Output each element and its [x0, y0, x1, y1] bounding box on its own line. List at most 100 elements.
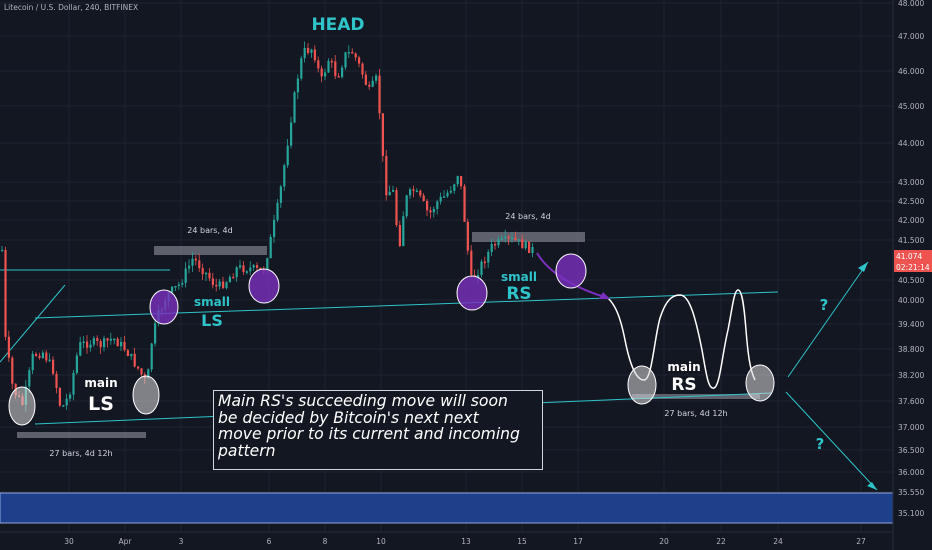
candle-body	[368, 84, 371, 87]
candle-body	[116, 338, 119, 347]
candlesticks	[1, 41, 534, 412]
candle-body	[228, 276, 231, 283]
time-tick: 24	[773, 537, 783, 546]
candle-body	[497, 239, 500, 246]
range-right-bottom-label: 27 bars, 4d 12h	[664, 409, 727, 418]
candle-body	[222, 281, 225, 289]
candle-body	[371, 80, 374, 87]
annotation-note: Main RS's succeeding move will soon be d…	[213, 390, 543, 470]
candle-body	[38, 355, 41, 358]
candle-body	[286, 145, 289, 166]
time-tick: 20	[659, 537, 669, 546]
candle-body	[177, 284, 180, 287]
candle-body	[528, 241, 531, 253]
range-left-bottom-label: 27 bars, 4d 12h	[49, 449, 112, 458]
candle-body	[188, 265, 191, 269]
candle-body	[62, 405, 65, 407]
candle-body	[477, 274, 480, 278]
candle-body	[150, 343, 153, 370]
candle-body	[310, 49, 313, 53]
candle-body	[7, 336, 10, 358]
candle-body	[133, 353, 136, 367]
candle-body	[198, 260, 201, 269]
candle-body	[449, 190, 452, 193]
candle-body	[303, 47, 306, 59]
candle-body	[521, 239, 524, 249]
candle-body	[490, 243, 493, 252]
time-tick: 27	[856, 537, 866, 546]
candle-body	[279, 186, 282, 203]
candle-body	[317, 60, 320, 69]
small-rs-word: small	[501, 270, 537, 284]
note-line-3: move prior to its current and incoming	[218, 425, 520, 443]
price-tick: 39.400	[898, 320, 924, 329]
candle-body	[296, 78, 299, 93]
candle-body	[337, 76, 340, 78]
candle-body	[487, 251, 490, 263]
candle-body	[154, 323, 157, 344]
price-tick: 48.000	[898, 0, 924, 8]
candle-body	[300, 58, 303, 79]
time-tick: 6	[267, 537, 272, 546]
note-line-1: Main RS's succeeding move will soon	[218, 392, 508, 410]
candle-body	[480, 261, 483, 275]
candle-body	[89, 344, 92, 348]
price-axis[interactable]	[893, 0, 932, 550]
candle-body	[453, 184, 456, 191]
candle-body	[45, 352, 48, 361]
candle-body	[174, 286, 177, 288]
small-ls-label: LS	[201, 311, 223, 330]
price-tick: 36.000	[898, 468, 924, 477]
candle-body	[358, 57, 361, 64]
note-line-2: be decided by Bitcoin's next next	[218, 408, 479, 427]
candle-body	[106, 338, 109, 341]
range-left-top-label: 24 bars, 4d	[187, 226, 232, 235]
question-up: ?	[820, 296, 829, 314]
candle-body	[361, 63, 364, 75]
candle-body	[140, 368, 143, 375]
candle-body	[436, 201, 439, 209]
candle-body	[72, 372, 75, 395]
candle-body	[375, 75, 378, 81]
candle-body	[273, 220, 276, 237]
candle-body	[218, 281, 221, 287]
candle-body	[283, 165, 286, 187]
candle-body	[225, 282, 228, 289]
candle-body	[48, 359, 51, 362]
candle-body	[517, 239, 520, 241]
time-tick: 15	[517, 537, 527, 546]
price-tick: 38.200	[898, 371, 924, 380]
candle-body	[429, 210, 432, 213]
candle-body	[470, 250, 473, 275]
candle-body	[123, 341, 126, 351]
candle-body	[211, 278, 214, 285]
head-label: HEAD	[311, 15, 364, 35]
candle-body	[181, 282, 184, 285]
candle-body	[351, 52, 354, 54]
candle-body	[113, 338, 116, 341]
highlight-circles	[8, 253, 775, 426]
candle-body	[364, 74, 367, 85]
candle-body	[385, 155, 388, 196]
range-right-top-label: 24 bars, 4d	[505, 212, 550, 221]
support-zone	[0, 492, 894, 524]
candle-body	[11, 357, 14, 384]
candle-body	[514, 237, 517, 241]
candle-body	[395, 190, 398, 226]
candle-body	[415, 190, 418, 193]
candle-body	[259, 267, 262, 270]
price-tick: 41.500	[898, 236, 924, 245]
candle-body	[330, 60, 333, 63]
price-tick: 44.000	[898, 139, 924, 148]
time-tick: 13	[461, 537, 471, 546]
candle-body	[443, 196, 446, 198]
candle-body	[507, 236, 510, 239]
main-rs-word: main	[667, 360, 700, 374]
candle-body	[334, 61, 337, 77]
candle-body	[320, 68, 323, 77]
candle-body	[82, 341, 85, 344]
candle-body	[4, 249, 7, 337]
candle-body	[41, 352, 44, 358]
small-ls-word: small	[194, 295, 230, 309]
